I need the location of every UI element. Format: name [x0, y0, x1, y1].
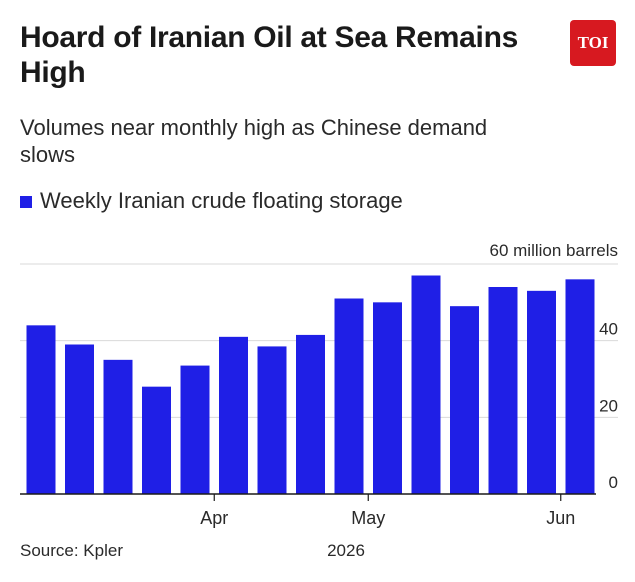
bar: [103, 359, 133, 494]
y-tick-label: 40: [599, 320, 618, 339]
chart-subtitle: Volumes near monthly high as Chinese dem…: [20, 115, 488, 167]
y-tick-label: 20: [599, 396, 618, 415]
bar: [65, 344, 94, 494]
bar: [373, 302, 402, 494]
bar: [257, 346, 287, 494]
bar: [26, 325, 56, 494]
axes: 0 20 40 60 million barrels Apr May Jun: [20, 241, 618, 528]
x-tick-label: Apr: [200, 508, 228, 528]
x-axis-year: 2026: [327, 541, 365, 560]
bar: [488, 287, 518, 494]
legend-swatch: [20, 196, 32, 208]
bar: [142, 386, 171, 494]
source-note: Source: Kpler: [20, 541, 123, 560]
legend-label: Weekly Iranian crude floating storage: [40, 188, 403, 213]
legend: Weekly Iranian crude floating storage: [20, 188, 403, 214]
x-tick-label: May: [351, 508, 385, 528]
bar: [219, 336, 248, 494]
y-tick-label: 0: [609, 473, 618, 492]
y-tick-label: 60 million barrels: [490, 241, 619, 260]
chart-title: Hoard of Iranian Oil at Sea Remains High: [20, 21, 518, 89]
bar: [527, 290, 556, 494]
x-tick-label: Jun: [546, 508, 575, 528]
bar: [296, 334, 325, 494]
toi-logo: TOI: [570, 20, 616, 66]
bar: [565, 279, 595, 494]
bar: [334, 298, 364, 494]
bar: [411, 275, 441, 494]
bar: [180, 365, 210, 494]
bars: [26, 275, 595, 494]
bar: [450, 306, 479, 494]
bar-chart: 0 20 40 60 million barrels Apr May Jun: [20, 241, 618, 528]
